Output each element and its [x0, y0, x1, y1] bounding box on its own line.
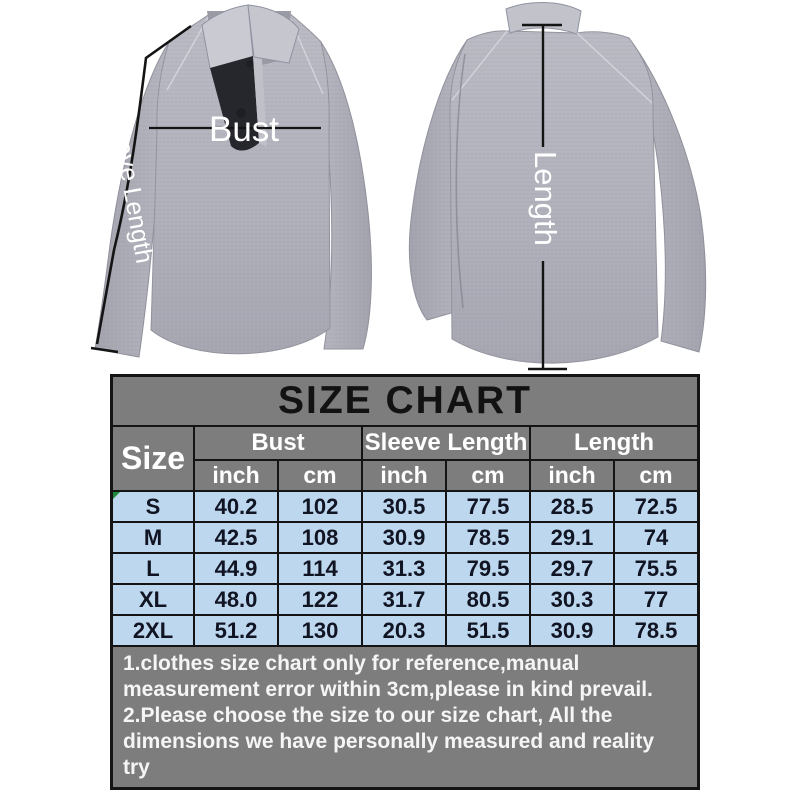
header-sleeve-length: Sleeve Length — [363, 427, 529, 459]
note-line: 2.Please choose the size to our size cha… — [123, 704, 613, 727]
value-cell: 28.5 — [531, 492, 613, 521]
value-cell: 122 — [279, 585, 361, 614]
bust-label: Bust — [209, 110, 279, 149]
button-top — [246, 60, 254, 68]
size-cell: M — [113, 523, 193, 552]
shirt-back-view: Length — [408, 2, 707, 371]
size-cell: 2XL — [113, 616, 193, 645]
value-cell: 20.3 — [363, 616, 445, 645]
header-length-cm: cm — [615, 461, 697, 490]
header-bust: Bust — [195, 427, 361, 459]
placket-dark-trim — [210, 56, 259, 151]
value-cell: 77.5 — [447, 492, 529, 521]
size-cell: L — [113, 554, 193, 583]
size-chart-header: Size Bust Sleeve Length Length inch cm i… — [113, 427, 697, 490]
value-cell: 30.3 — [531, 585, 613, 614]
value-cell: 75.5 — [615, 554, 697, 583]
button-bottom — [236, 108, 246, 118]
product-photos: Bust Sleeve Length Length — [90, 2, 707, 371]
placket-strip — [253, 56, 267, 147]
note-line: try — [123, 756, 150, 779]
sleeve-length-measure-line — [95, 24, 192, 345]
value-cell: 44.9 — [195, 554, 277, 583]
sleeve-length-end-tick — [90, 346, 119, 354]
value-cell: 108 — [279, 523, 361, 552]
back-sleeve-fold-shadow — [455, 53, 466, 309]
size-cell: XL — [113, 585, 193, 614]
value-cell: 80.5 — [447, 585, 529, 614]
value-cell: 40.2 — [195, 492, 277, 521]
value-cell: 29.7 — [531, 554, 613, 583]
note-line: measurement error within 3cm,please in k… — [123, 678, 653, 701]
value-cell: 29.1 — [531, 523, 613, 552]
header-sleeve-inch: inch — [363, 461, 445, 490]
value-cell: 30.9 — [363, 523, 445, 552]
value-cell: 79.5 — [447, 554, 529, 583]
value-cell: 74 — [615, 523, 697, 552]
header-bust-inch: inch — [195, 461, 277, 490]
value-cell: 78.5 — [447, 523, 529, 552]
value-cell: 51.2 — [195, 616, 277, 645]
value-cell: 114 — [279, 554, 361, 583]
size-cell: S — [113, 492, 193, 521]
note-line: 1.clothes size chart only for reference,… — [123, 652, 580, 675]
note-line: dimensions we have personally measured a… — [123, 730, 655, 753]
value-cell: 42.5 — [195, 523, 277, 552]
size-chart-notes: 1.clothes size chart only for reference,… — [113, 647, 697, 787]
size-chart-title: SIZE CHART — [113, 377, 697, 425]
header-length: Length — [531, 427, 697, 459]
value-cell: 130 — [279, 616, 361, 645]
value-cell: 30.5 — [363, 492, 445, 521]
collar-flap-right — [247, 4, 300, 64]
raglan-seam-left — [166, 15, 210, 91]
back-raglan-seam-right — [576, 32, 653, 104]
value-cell: 31.7 — [363, 585, 445, 614]
value-cell: 102 — [279, 492, 361, 521]
value-cell: 51.5 — [447, 616, 529, 645]
value-cell: 78.5 — [615, 616, 697, 645]
shirt-front-view: Bust Sleeve Length — [90, 4, 372, 358]
header-size: Size — [113, 427, 193, 490]
excel-error-flag — [113, 492, 120, 499]
size-chart: SIZE CHART Size Bust Sleeve Length Lengt… — [110, 374, 700, 790]
value-cell: 48.0 — [195, 585, 277, 614]
header-bust-cm: cm — [279, 461, 361, 490]
size-chart-body: S 40.2 102 30.5 77.5 28.5 72.5 M 42.5 10… — [113, 492, 697, 645]
header-sleeve-cm: cm — [447, 461, 529, 490]
value-cell: 30.9 — [531, 616, 613, 645]
value-cell: 72.5 — [615, 492, 697, 521]
value-cell: 77 — [615, 585, 697, 614]
length-label: Length — [528, 151, 563, 246]
value-cell: 31.3 — [363, 554, 445, 583]
header-length-inch: inch — [531, 461, 613, 490]
